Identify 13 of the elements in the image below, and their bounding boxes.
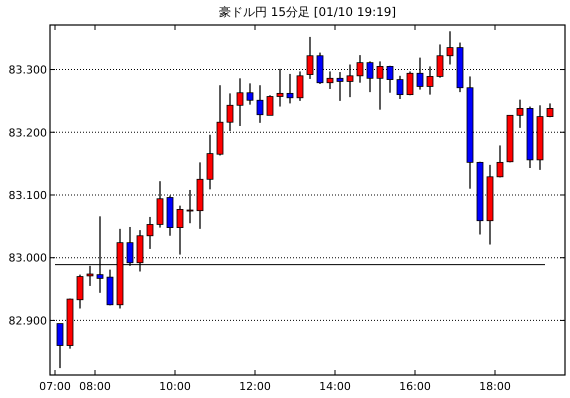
xtick: 12:00: [239, 380, 271, 393]
ytick: 83.300: [8, 64, 47, 77]
ytick: 83.200: [8, 126, 47, 140]
xtick: 08:00: [79, 380, 111, 393]
ytick: 83.100: [8, 188, 47, 202]
xtick: 10:00: [159, 380, 191, 393]
ytick: 83.000: [8, 252, 47, 265]
ytick: 82.900: [8, 314, 47, 328]
xtick: 16:00: [399, 380, 431, 393]
xtick: 07:00: [39, 380, 71, 393]
xtick: 18:00: [479, 380, 511, 393]
xtick: 14:00: [319, 380, 351, 393]
title: 豪ドル円 15分足 [01/10 19:19]: [218, 5, 396, 19]
